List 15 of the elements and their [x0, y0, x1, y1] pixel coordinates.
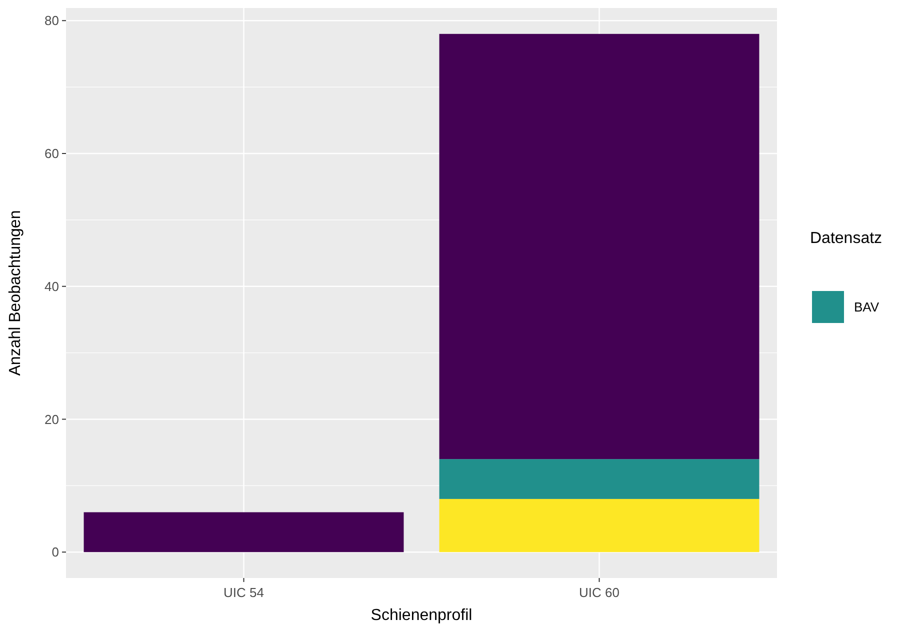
y-tick-label: 0 [52, 544, 59, 560]
y-tick-label: 80 [44, 13, 59, 28]
y-tick-label: 40 [44, 278, 59, 294]
y-tick-label: 60 [44, 146, 59, 162]
x-axis-title: Schienenprofil [370, 607, 472, 624]
y-tick-label: 20 [44, 412, 59, 427]
x-tick-label: UIC 60 [579, 585, 620, 600]
y-axis-title: Anzahl Beobachtungen [7, 210, 24, 376]
bar [84, 512, 404, 552]
bar [439, 459, 760, 499]
bar [439, 34, 760, 460]
bar [439, 498, 760, 552]
legend-title: Datensatz [810, 230, 882, 247]
text: BAV [854, 300, 880, 315]
x-tick-label: UIC 54 [224, 585, 264, 600]
